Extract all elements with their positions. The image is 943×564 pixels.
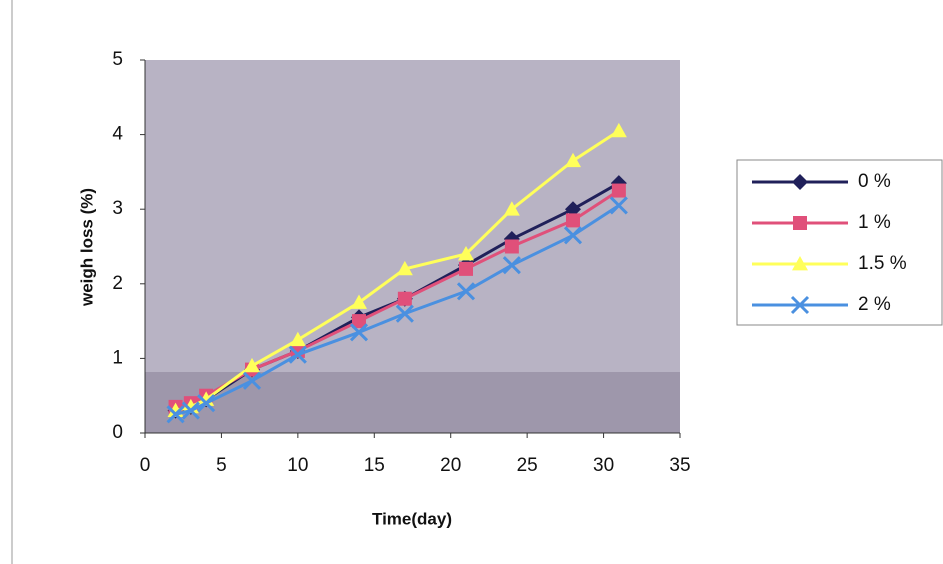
x-tick-label: 10 xyxy=(287,455,308,476)
x-tick-label: 30 xyxy=(593,455,614,476)
marker xyxy=(396,260,413,276)
legend-marker xyxy=(792,256,808,271)
legend-label: 0 % xyxy=(858,171,891,192)
legend-label: 1 % xyxy=(858,212,891,233)
x-tick-label: 20 xyxy=(440,455,461,476)
marker xyxy=(349,323,369,342)
legend-label: 2 % xyxy=(858,294,891,315)
marker xyxy=(502,256,521,275)
marker xyxy=(456,282,476,301)
marker xyxy=(166,405,185,424)
marker xyxy=(610,122,627,138)
legend-marker xyxy=(790,295,810,315)
marker xyxy=(352,314,366,329)
x-axis-title: Time(day) xyxy=(372,509,452,528)
legend xyxy=(736,159,943,326)
y-tick-label: 5 xyxy=(112,49,123,70)
marker xyxy=(397,291,412,306)
marker xyxy=(503,201,520,216)
marker xyxy=(563,226,583,245)
plot-area xyxy=(145,60,680,433)
marker xyxy=(351,294,367,309)
marker xyxy=(197,394,216,413)
marker xyxy=(611,183,626,198)
y-axis-title: weigh loss (%) xyxy=(77,188,96,307)
plot-band xyxy=(145,372,680,433)
marker xyxy=(565,201,581,218)
legend-marker xyxy=(792,174,808,190)
marker xyxy=(242,371,262,390)
marker xyxy=(289,331,306,347)
marker xyxy=(566,213,580,228)
marker xyxy=(288,345,307,364)
y-tick-label: 1 xyxy=(112,347,123,368)
marker xyxy=(244,357,260,373)
x-tick-label: 0 xyxy=(140,455,151,476)
y-tick-label: 0 xyxy=(112,422,123,443)
marker xyxy=(181,401,200,420)
marker xyxy=(504,239,519,254)
x-tick-label: 25 xyxy=(517,455,538,476)
legend-marker xyxy=(793,216,807,230)
y-tick-label: 4 xyxy=(112,124,123,145)
x-tick-label: 5 xyxy=(216,455,227,476)
marker xyxy=(458,245,474,261)
y-tick-label: 2 xyxy=(112,273,123,294)
marker xyxy=(565,152,581,168)
y-tick-label: 3 xyxy=(112,198,123,219)
x-tick-label: 15 xyxy=(364,455,385,476)
x-tick-label: 35 xyxy=(669,455,690,476)
marker xyxy=(395,304,414,323)
marker xyxy=(609,196,628,215)
marker xyxy=(459,261,473,276)
legend-label: 1.5 % xyxy=(858,253,907,274)
